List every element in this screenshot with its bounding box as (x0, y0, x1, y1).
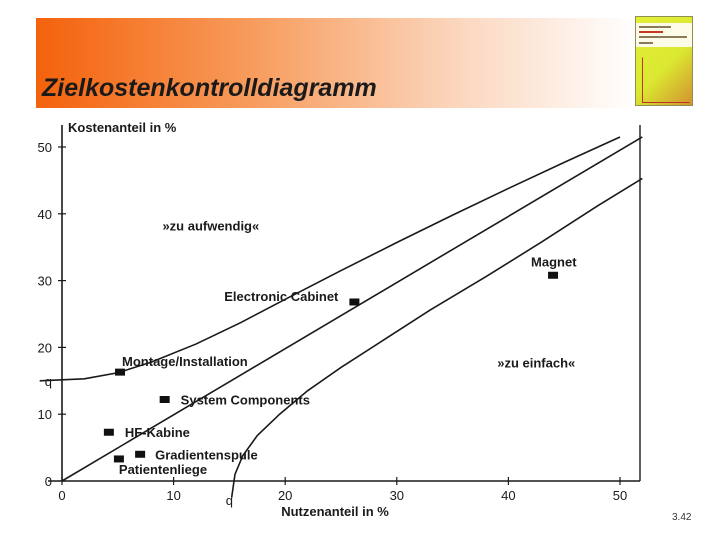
x-tick-label: 40 (501, 488, 515, 503)
region-label: »zu einfach« (497, 355, 575, 370)
data-point-marker (548, 271, 559, 279)
book-cover-curve (642, 57, 690, 103)
region-label: »zu aufwendig« (162, 219, 259, 234)
data-point-marker (349, 298, 360, 306)
y-tick-label: 10 (38, 407, 52, 422)
data-point-label: Magnet (531, 254, 577, 269)
data-point-label: HF-Kabine (125, 425, 190, 440)
book-cover-line (639, 36, 687, 38)
chart-axes: 0 10 20 30 40 50 0 10 20 30 40 50 q q (38, 125, 641, 508)
chart-points: Magnet Electronic Cabinet Montage/Installa… (103, 254, 577, 477)
y-tick-label: 50 (38, 140, 52, 155)
book-cover-line (639, 26, 671, 28)
x-tick-label: 20 (278, 488, 292, 503)
x-tick-label: 10 (166, 488, 180, 503)
x-axis-title: Nutzenanteil in % (281, 504, 389, 519)
book-cover-line (639, 42, 653, 44)
data-point-marker (113, 455, 124, 463)
y-tick-label: 20 (38, 340, 52, 355)
data-point-label: Gradientenspule (155, 447, 258, 462)
x-q-label: q (226, 493, 233, 508)
header-band (36, 18, 636, 108)
data-point-label: Electronic Cabinet (224, 289, 339, 304)
x-tick-label: 50 (613, 488, 627, 503)
y-tick-label: 30 (38, 274, 52, 289)
book-cover-thumbnail-icon (635, 16, 693, 106)
data-point-marker (135, 450, 146, 458)
data-point-marker (159, 396, 170, 404)
y-tick-label: 0 (45, 474, 52, 489)
book-cover-line (639, 31, 663, 33)
y-tick-label: 40 (38, 207, 52, 222)
data-point-label: System Components (181, 393, 310, 408)
slide-number: 3.42 (672, 512, 692, 523)
y-q-label: q (45, 374, 52, 389)
data-point-label: Montage/Installation (122, 354, 248, 369)
data-point-label: Patientenliege (119, 462, 207, 477)
y-axis-title: Kostenanteil in % (68, 120, 177, 135)
chart-region-labels: »zu aufwendig« »zu einfach« (162, 219, 575, 371)
data-point-marker (115, 368, 126, 376)
slide-title: Zielkostenkontrolldiagramm (42, 74, 377, 102)
curve-lower-boundary (230, 177, 643, 498)
x-tick-label: 30 (390, 488, 404, 503)
chart-curves (39, 136, 643, 498)
x-tick-label: 0 (58, 488, 65, 503)
curve-diagonal (61, 136, 643, 482)
data-point-marker (103, 428, 114, 436)
